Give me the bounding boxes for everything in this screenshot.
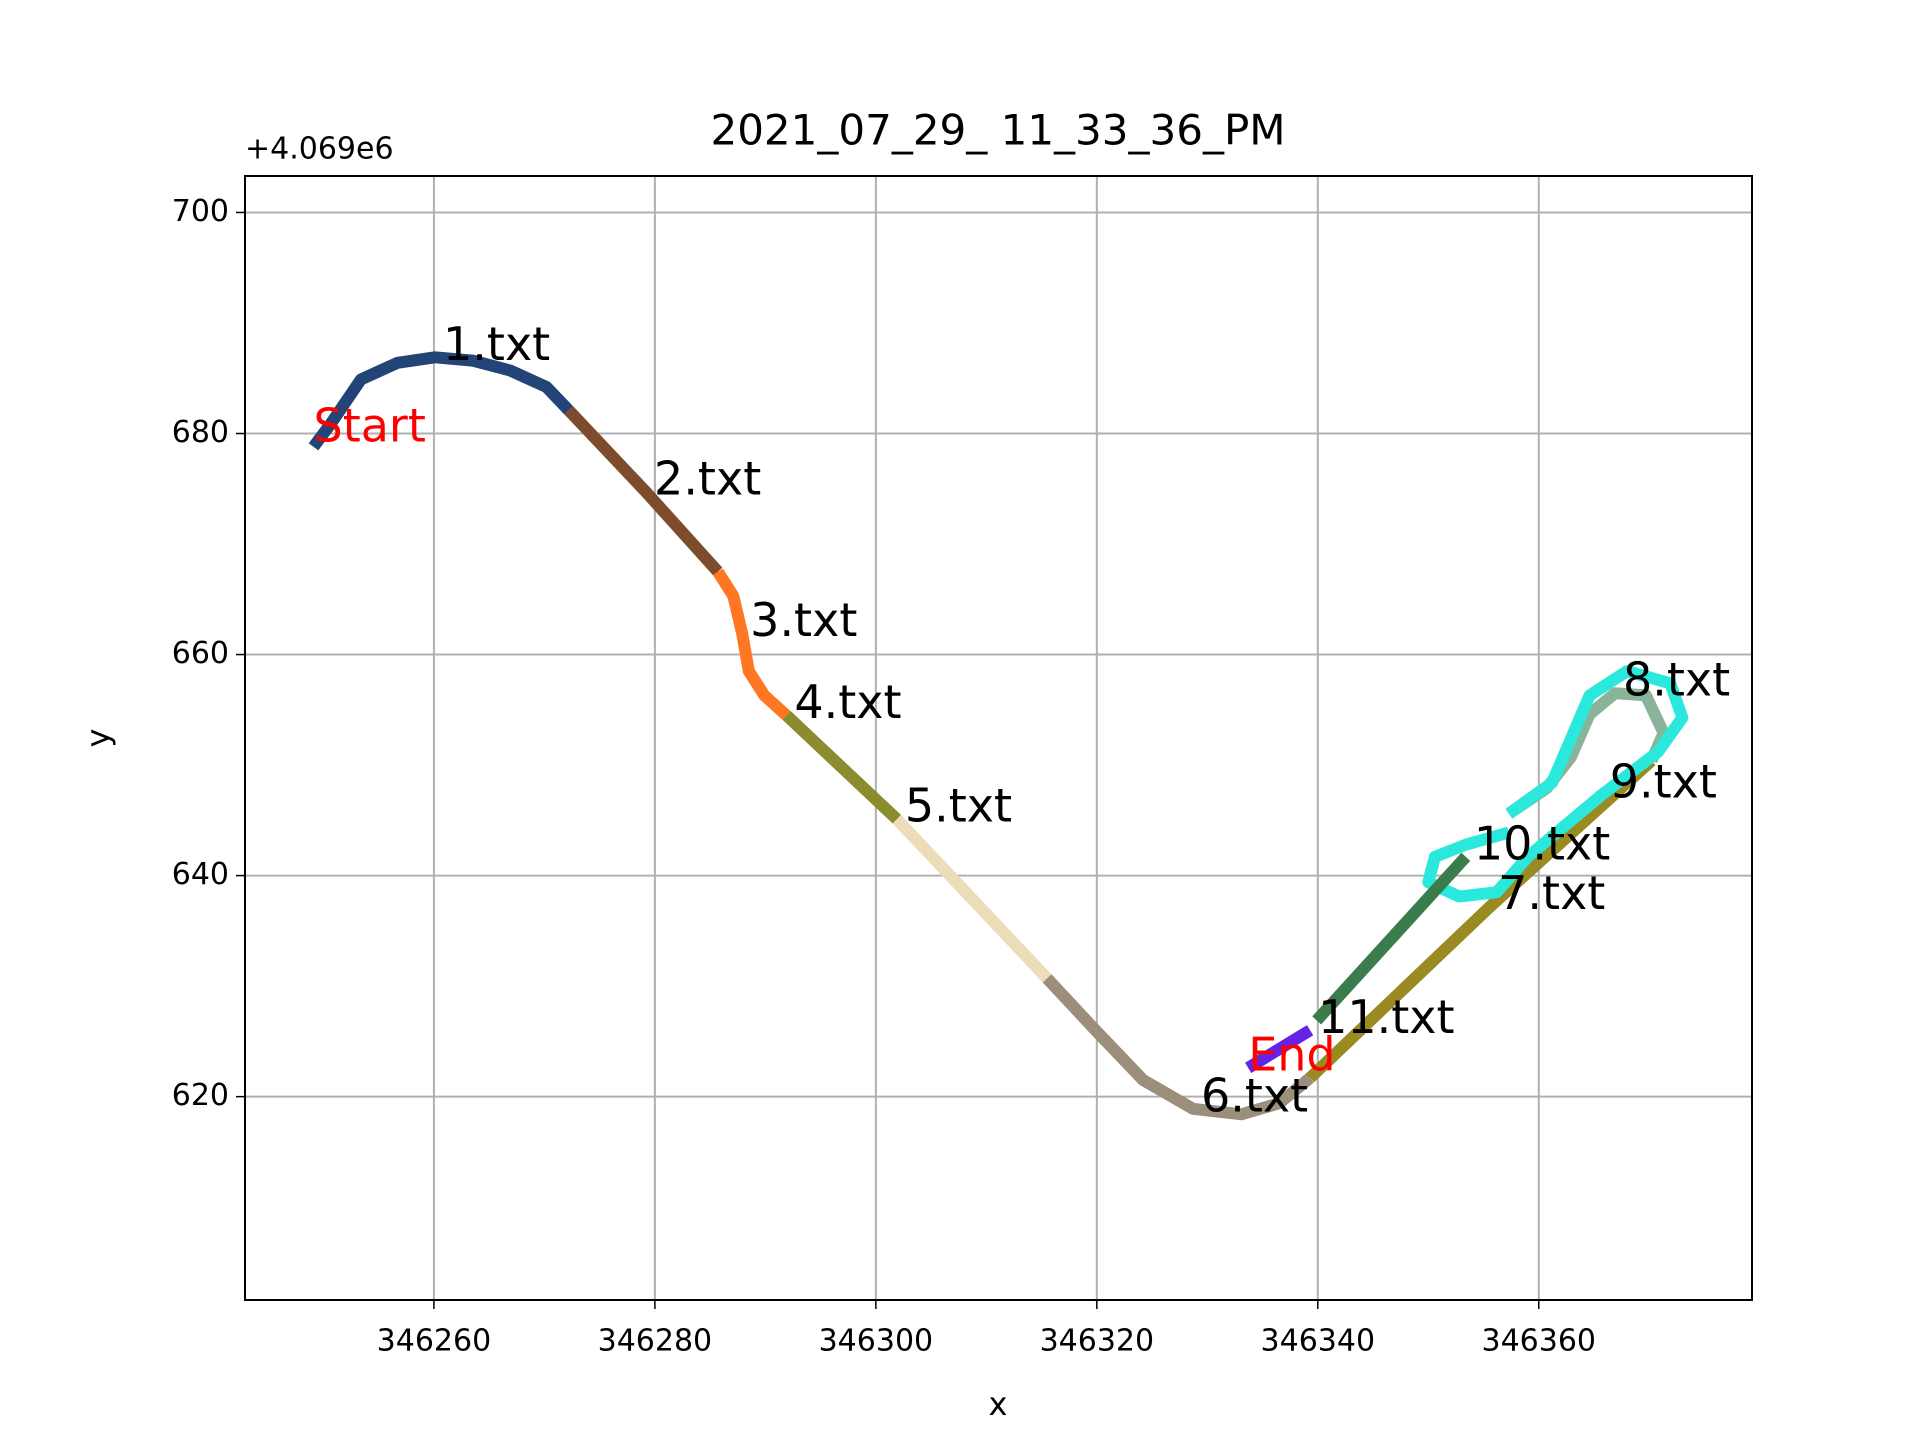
segment-label: 10.txt xyxy=(1474,816,1610,870)
segment-label: 6.txt xyxy=(1201,1068,1308,1122)
track-segment xyxy=(1042,974,1314,1121)
track-segment xyxy=(782,710,902,824)
segment-label: 7.txt xyxy=(1498,866,1605,920)
y-axis-label: y xyxy=(79,729,117,748)
y-tick-label: 700 xyxy=(172,194,229,229)
y-tick-label: 660 xyxy=(172,636,229,671)
segment-label: 3.txt xyxy=(750,593,857,647)
segment-label: 8.txt xyxy=(1623,653,1730,707)
x-tick-label: 346340 xyxy=(1261,1324,1376,1359)
segment-label: 2.txt xyxy=(654,452,761,506)
y-tick-label: 640 xyxy=(172,857,229,892)
segment-label: 1.txt xyxy=(443,317,550,371)
segment-label: 11.txt xyxy=(1318,990,1454,1044)
y-tick-label: 680 xyxy=(172,415,229,450)
x-tick-label: 346260 xyxy=(377,1324,492,1359)
segment-label: 5.txt xyxy=(905,779,1012,833)
x-axis-label: x xyxy=(989,1385,1008,1423)
segment-label: 9.txt xyxy=(1610,754,1717,808)
segment-label: 4.txt xyxy=(794,675,901,729)
x-tick-label: 346320 xyxy=(1040,1324,1155,1359)
x-tick-label: 346280 xyxy=(598,1324,713,1359)
track-segment xyxy=(308,351,574,451)
y-tick-label: 620 xyxy=(172,1078,229,1113)
track-segment xyxy=(1305,756,1656,1083)
track-segment xyxy=(712,568,791,720)
x-tick-label: 346360 xyxy=(1482,1324,1597,1359)
plot-frame xyxy=(244,175,1753,1301)
track-segment xyxy=(1312,852,1471,1025)
track-segment xyxy=(892,815,1052,983)
chart-title: 2021_07_29_ 11_33_36_PM xyxy=(710,106,1285,155)
track-segment xyxy=(1422,665,1689,903)
offset-label: +4.069e6 xyxy=(245,132,394,167)
end-label: End xyxy=(1248,1027,1335,1081)
track-segment xyxy=(1245,1025,1314,1074)
start-label: Start xyxy=(314,398,426,452)
x-tick-label: 346300 xyxy=(819,1324,934,1359)
track-segment xyxy=(564,406,723,576)
